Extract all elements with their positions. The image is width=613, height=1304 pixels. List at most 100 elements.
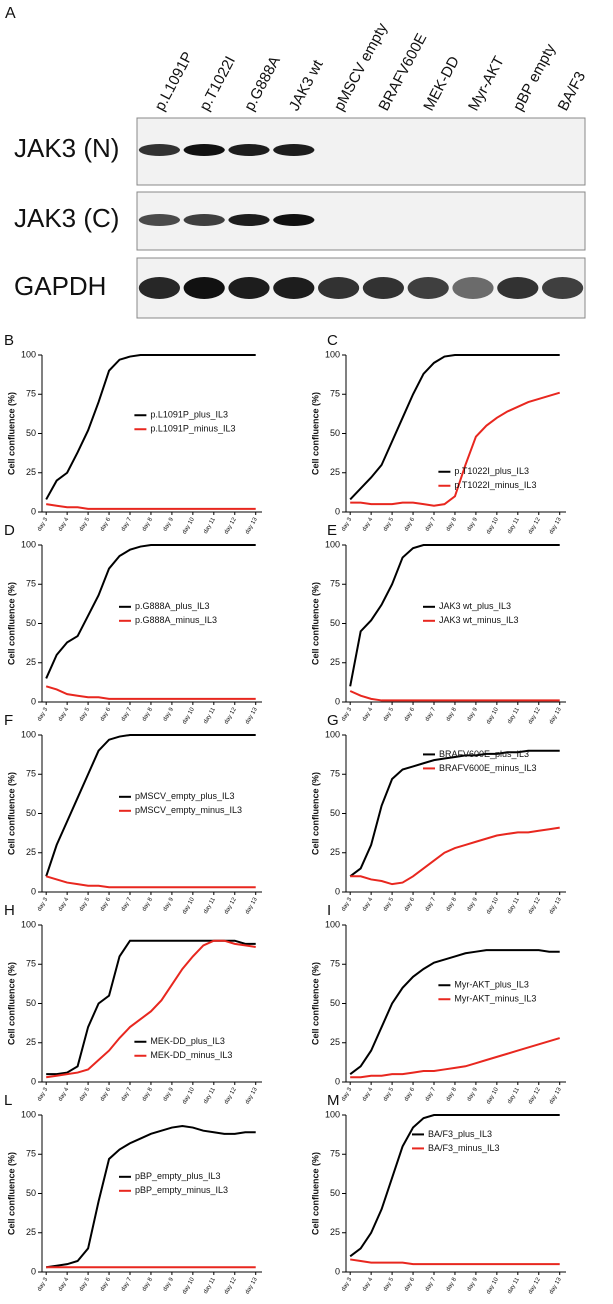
x-tick-label: day 11 (203, 896, 217, 915)
x-tick-label: day 6 (404, 1276, 417, 1292)
series-line (350, 1258, 560, 1266)
y-tick-label: 25 (330, 657, 340, 667)
x-tick-label: day 8 (142, 516, 155, 532)
x-tick-label: day 9 (162, 516, 175, 532)
y-axis-label: Cell confluence (%) (6, 392, 16, 475)
x-tick-label: day 11 (203, 1276, 217, 1295)
x-tick-label: day 10 (486, 1276, 501, 1295)
blot-band (407, 277, 449, 299)
y-tick-label: 25 (330, 1037, 340, 1047)
y-tick-label: 50 (330, 998, 340, 1008)
x-tick-label: day 8 (142, 706, 155, 722)
series-line (350, 391, 561, 507)
lane-label: BA/F3 (555, 69, 590, 114)
x-tick-label: day 13 (549, 1086, 564, 1105)
y-tick-label: 25 (26, 467, 36, 477)
x-tick-label: day 4 (362, 706, 375, 722)
legend-label: MEK-DD_plus_IL3 (150, 1036, 225, 1046)
x-tick-label: day 5 (383, 1276, 396, 1292)
series-line (350, 826, 560, 886)
y-tick-label: 75 (330, 579, 340, 589)
x-tick-label: day 10 (182, 1276, 197, 1295)
x-tick-label: day 4 (362, 1276, 375, 1292)
legend-label: BRAFV600E_minus_IL3 (439, 763, 537, 773)
x-tick-label: day 7 (425, 1276, 438, 1292)
y-tick-label: 75 (330, 1149, 340, 1159)
legend-label: p.G888A_minus_IL3 (135, 615, 217, 625)
y-axis-label: Cell confluence (%) (6, 582, 16, 665)
series-line (45, 685, 256, 700)
x-tick-label: day 3 (37, 1086, 50, 1102)
x-tick-label: day 11 (203, 706, 217, 725)
x-tick-label: day 8 (142, 1276, 155, 1292)
x-tick-label: day 13 (245, 706, 260, 725)
x-tick-label: day 3 (341, 516, 354, 532)
series-line (46, 503, 256, 510)
blot-band (317, 277, 360, 299)
x-tick-label: day 3 (37, 896, 50, 912)
y-tick-label: 100 (325, 349, 340, 359)
y-tick-label: 0 (31, 506, 36, 516)
y-axis-label: Cell confluence (%) (6, 772, 16, 855)
x-tick-label: day 9 (466, 516, 479, 532)
legend-label: pMSCV_empty_minus_IL3 (135, 805, 242, 815)
x-tick-label: day 8 (446, 706, 459, 722)
y-tick-label: 0 (31, 696, 36, 706)
y-tick-label: 50 (26, 1188, 36, 1198)
legend-label: p.T1022I_plus_IL3 (454, 466, 529, 476)
x-tick-label: day 3 (37, 1276, 50, 1292)
x-tick-label: day 7 (121, 1276, 134, 1292)
y-tick-label: 0 (335, 506, 340, 516)
lane-label: p.T1022I (196, 53, 239, 113)
lane-label: MEK-DD (420, 53, 463, 113)
x-tick-label: day 4 (58, 516, 71, 532)
x-tick-label: day 11 (507, 896, 521, 915)
legend-label: p.T1022I_minus_IL3 (454, 480, 536, 490)
panel-label: C (327, 332, 338, 349)
series-line (349, 690, 560, 702)
x-tick-label: day 13 (549, 706, 564, 725)
panel-label: G (327, 712, 339, 729)
lane-label: Myr-AKT (465, 54, 508, 114)
x-tick-label: day 11 (507, 1276, 521, 1295)
x-tick-label: day 9 (466, 706, 479, 722)
y-tick-label: 0 (335, 1266, 340, 1276)
y-tick-label: 25 (330, 1227, 340, 1237)
x-tick-label: day 8 (142, 1086, 155, 1102)
x-tick-label: day 6 (100, 706, 113, 722)
y-tick-label: 100 (325, 729, 340, 739)
series-line (46, 939, 256, 1079)
y-tick-label: 0 (31, 886, 36, 896)
y-tick-label: 75 (26, 579, 36, 589)
x-tick-label: day 9 (466, 1086, 479, 1102)
legend-label: BA/F3_minus_IL3 (428, 1143, 500, 1153)
legend-label: p.G888A_plus_IL3 (135, 601, 210, 611)
lane-label: p.L1091P (151, 49, 196, 114)
y-tick-label: 100 (21, 1109, 36, 1119)
x-tick-label: day 6 (404, 706, 417, 722)
x-tick-label: day 6 (100, 1086, 113, 1102)
y-axis-label: Cell confluence (%) (310, 772, 320, 855)
series-line (350, 1037, 561, 1079)
y-tick-label: 100 (21, 729, 36, 739)
legend-label: BRAFV600E_plus_IL3 (439, 749, 529, 759)
blot-band (452, 277, 494, 299)
blot-band (497, 277, 539, 299)
lane-label: JAK3 wt (286, 56, 327, 113)
y-tick-label: 75 (26, 959, 36, 969)
y-axis-label: Cell confluence (%) (310, 392, 320, 475)
y-axis-label: Cell confluence (%) (6, 962, 16, 1045)
y-tick-label: 25 (26, 1227, 36, 1237)
legend-label: pBP_empty_minus_IL3 (135, 1185, 228, 1195)
blot-band (362, 277, 405, 299)
blot-band (273, 277, 315, 299)
x-tick-label: day 5 (79, 1086, 92, 1102)
series-line (349, 1114, 560, 1258)
x-tick-label: day 13 (245, 1086, 260, 1105)
y-axis-label: Cell confluence (%) (310, 962, 320, 1045)
x-tick-label: day 13 (549, 516, 564, 535)
x-tick-label: day 10 (182, 706, 197, 725)
x-tick-label: day 4 (58, 1086, 71, 1102)
y-tick-label: 0 (335, 1076, 340, 1086)
